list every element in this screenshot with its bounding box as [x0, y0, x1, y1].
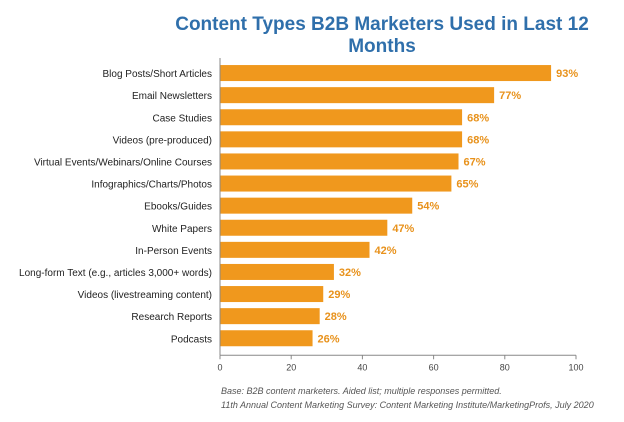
bar: [220, 219, 388, 236]
bar: [220, 131, 463, 148]
category-label: Virtual Events/Webinars/Online Courses: [34, 157, 212, 168]
category-label: Videos (livestreaming content): [78, 290, 212, 301]
bar: [220, 175, 452, 192]
bar: [220, 241, 370, 258]
category-label: Ebooks/Guides: [144, 202, 212, 213]
bar: [220, 286, 324, 303]
category-label: Podcasts: [171, 334, 212, 345]
value-label: 65%: [456, 179, 478, 191]
x-tick-label: 40: [357, 362, 367, 372]
x-tick-label: 20: [286, 362, 296, 372]
footnote-base: Base: B2B content marketers. Aided list;…: [221, 386, 502, 396]
category-label: Blog Posts/Short Articles: [103, 69, 213, 80]
category-label: In-Person Events: [135, 246, 212, 257]
category-label: Case Studies: [153, 113, 212, 124]
value-label: 68%: [467, 112, 489, 124]
bar: [220, 109, 463, 126]
bar: [220, 153, 459, 170]
value-label: 29%: [328, 289, 350, 301]
value-label: 47%: [392, 223, 414, 235]
category-label: White Papers: [152, 224, 212, 235]
value-label: 26%: [318, 333, 340, 345]
category-label: Infographics/Charts/Photos: [91, 180, 212, 191]
value-label: 67%: [464, 156, 486, 168]
value-label: 28%: [325, 311, 347, 323]
footnote-source: 11th Annual Content Marketing Survey: Co…: [221, 400, 594, 410]
bar: [220, 87, 495, 104]
bar: [220, 65, 552, 82]
x-tick-label: 80: [500, 362, 510, 372]
value-label: 54%: [417, 201, 439, 213]
value-label: 32%: [339, 267, 361, 279]
bar: [220, 330, 313, 347]
x-tick-label: 0: [217, 362, 222, 372]
value-label: 93%: [556, 68, 578, 80]
footnotes: Base: B2B content marketers. Aided list;…: [221, 384, 594, 412]
value-label: 42%: [375, 245, 397, 257]
x-tick-label: 100: [568, 362, 583, 372]
category-label: Email Newsletters: [132, 91, 212, 102]
chart-title: Content Types B2B Marketers Used in Last…: [175, 14, 589, 57]
bar: [220, 308, 320, 325]
category-label: Research Reports: [131, 312, 212, 323]
value-label: 77%: [499, 90, 521, 102]
bar: [220, 263, 334, 280]
value-label: 68%: [467, 134, 489, 146]
category-label: Videos (pre-produced): [113, 135, 212, 146]
x-tick-label: 60: [429, 362, 439, 372]
bar: [220, 197, 413, 214]
category-label: Long-form Text (e.g., articles 3,000+ wo…: [19, 268, 212, 279]
